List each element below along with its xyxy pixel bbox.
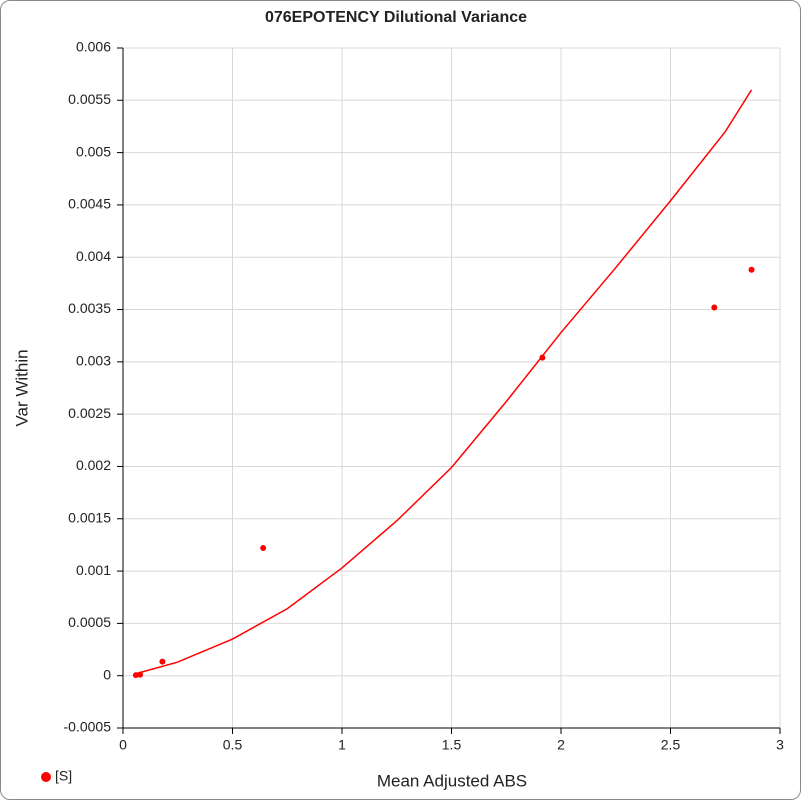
legend-label: [S] bbox=[55, 768, 72, 784]
x-axis-title: Mean Adjusted ABS bbox=[377, 771, 527, 790]
y-tick-label: 0.001 bbox=[76, 562, 111, 578]
point bbox=[260, 545, 267, 552]
y-tick-label: 0.0045 bbox=[68, 196, 111, 212]
x-tick-label: 3 bbox=[776, 737, 784, 753]
y-tick-label: 0.0005 bbox=[68, 614, 111, 630]
y-tick-label: -0.0005 bbox=[64, 719, 112, 735]
point bbox=[748, 266, 755, 273]
x-tick-label: 0 bbox=[119, 737, 127, 753]
x-tick-label: 2 bbox=[557, 737, 565, 753]
y-tick-label: 0 bbox=[103, 666, 111, 682]
x-tick-label: 1 bbox=[338, 737, 346, 753]
y-tick-label: 0.003 bbox=[76, 353, 111, 369]
y-tick-label: 0.0055 bbox=[68, 91, 111, 107]
y-tick-label: 0.006 bbox=[76, 39, 111, 55]
y-axis-title: Var Within bbox=[12, 349, 31, 426]
y-tick-label: 0.0025 bbox=[68, 405, 111, 421]
y-tick-label: 0.002 bbox=[76, 457, 111, 473]
x-tick-label: 0.5 bbox=[223, 737, 243, 753]
y-tick-label: 0.0035 bbox=[68, 300, 111, 316]
y-tick-label: 0.004 bbox=[76, 248, 111, 264]
legend-marker bbox=[41, 772, 51, 782]
chart-title: 076EPOTENCY Dilutional Variance bbox=[265, 9, 527, 26]
y-tick-label: 0.0015 bbox=[68, 509, 111, 525]
point bbox=[539, 354, 546, 361]
fit-line bbox=[135, 89, 753, 675]
x-tick-label: 2.5 bbox=[661, 737, 681, 753]
x-tick-label: 1.5 bbox=[442, 737, 462, 753]
y-tick-label: 0.005 bbox=[76, 143, 111, 159]
point bbox=[711, 304, 718, 311]
point bbox=[159, 658, 166, 665]
